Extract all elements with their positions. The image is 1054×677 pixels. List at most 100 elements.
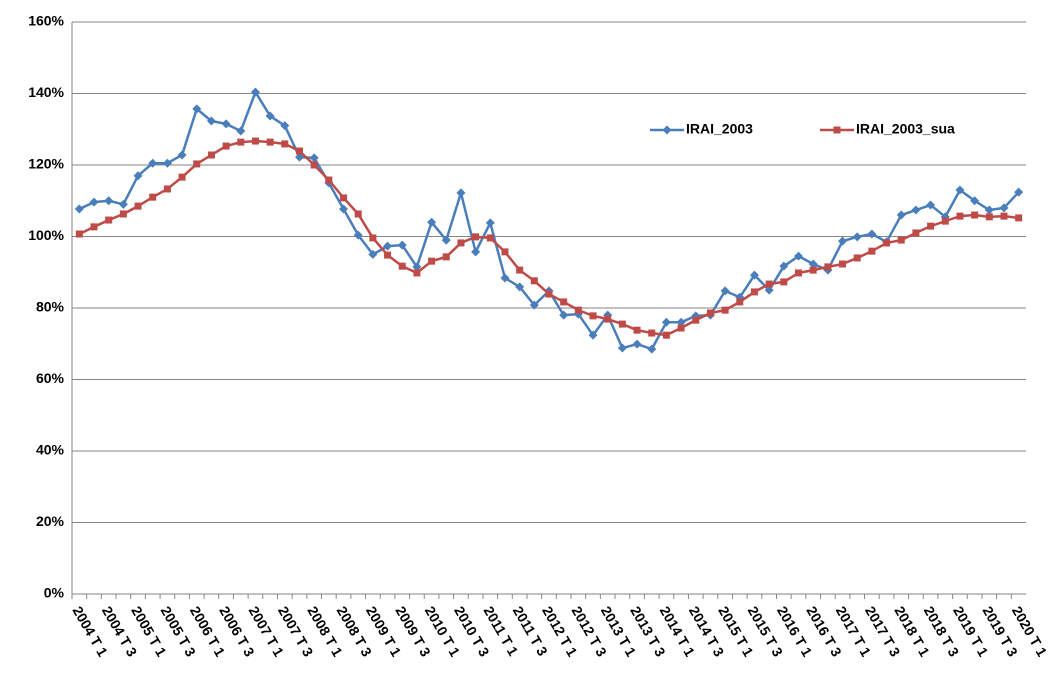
- y-tick-label: 80%: [36, 299, 65, 315]
- data-point: [1015, 214, 1023, 222]
- y-tick-label: 60%: [36, 370, 65, 386]
- data-point: [149, 193, 157, 201]
- y-tick-label: 0%: [44, 585, 65, 601]
- data-point: [529, 300, 539, 310]
- data-point: [295, 147, 303, 155]
- data-point: [398, 262, 406, 270]
- data-point: [588, 330, 598, 340]
- data-point: [119, 210, 127, 218]
- data-point: [926, 200, 936, 210]
- y-tick-label: 140%: [28, 84, 64, 100]
- data-point: [853, 254, 861, 262]
- data-point: [794, 251, 804, 261]
- data-point: [824, 263, 832, 271]
- data-point: [515, 282, 525, 292]
- data-point: [883, 239, 891, 247]
- legend-label: IRAI_2003: [686, 121, 753, 137]
- data-point: [266, 138, 274, 146]
- data-point: [780, 278, 788, 286]
- data-point: [206, 116, 216, 126]
- data-point: [471, 247, 481, 257]
- data-point: [720, 286, 730, 296]
- data-point: [310, 161, 318, 169]
- legend-marker: [833, 126, 841, 134]
- data-point: [501, 248, 509, 256]
- data-point: [427, 217, 437, 227]
- data-point: [162, 158, 172, 168]
- data-point: [222, 142, 230, 150]
- data-point: [839, 260, 847, 268]
- data-point: [207, 151, 215, 159]
- data-point: [927, 222, 935, 230]
- y-tick-label: 120%: [28, 156, 64, 172]
- data-point: [984, 205, 994, 215]
- data-point: [956, 212, 964, 220]
- data-point: [221, 119, 231, 129]
- data-point: [706, 309, 714, 317]
- data-point: [369, 234, 377, 242]
- data-point: [779, 261, 789, 271]
- data-point: [485, 218, 495, 228]
- data-point: [236, 126, 246, 136]
- data-point: [633, 326, 641, 334]
- data-point: [749, 270, 759, 280]
- data-point: [721, 306, 729, 314]
- data-point: [104, 196, 114, 206]
- data-point: [90, 223, 98, 231]
- data-point: [442, 253, 450, 261]
- data-point: [999, 203, 1009, 213]
- data-point: [428, 257, 436, 265]
- data-point: [896, 210, 906, 220]
- data-point: [530, 277, 538, 285]
- data-point: [955, 185, 965, 195]
- data-point: [163, 185, 171, 193]
- data-point: [192, 104, 202, 114]
- y-tick-label: 40%: [36, 442, 65, 458]
- data-point: [1000, 212, 1008, 220]
- data-point: [560, 298, 568, 306]
- data-point: [662, 331, 670, 339]
- data-point: [134, 202, 142, 210]
- data-point: [941, 217, 949, 225]
- data-point: [486, 234, 494, 242]
- data-point: [148, 158, 158, 168]
- data-point: [339, 204, 349, 214]
- data-point: [589, 312, 597, 320]
- data-point: [574, 306, 582, 314]
- data-point: [764, 285, 774, 295]
- data-point: [413, 269, 421, 277]
- data-point: [250, 87, 260, 97]
- data-point: [193, 160, 201, 168]
- data-point: [354, 210, 362, 218]
- data-point: [281, 140, 289, 148]
- y-tick-label: 20%: [36, 513, 65, 529]
- data-point: [750, 288, 758, 296]
- data-point: [441, 235, 451, 245]
- data-point: [412, 262, 422, 272]
- data-point: [647, 344, 657, 354]
- data-point: [456, 188, 466, 198]
- data-point: [838, 236, 848, 246]
- data-point: [340, 194, 348, 202]
- data-point: [677, 324, 685, 332]
- data-point: [632, 339, 642, 349]
- data-point: [559, 310, 569, 320]
- legend-label: IRAI_2003_sua: [856, 121, 955, 137]
- data-point: [397, 240, 407, 250]
- data-point: [617, 343, 627, 353]
- data-point: [618, 320, 626, 328]
- y-tick-label: 100%: [28, 227, 64, 243]
- data-point: [89, 197, 99, 207]
- data-point: [970, 196, 980, 206]
- data-point: [265, 111, 275, 121]
- data-point: [912, 229, 920, 237]
- data-point: [178, 173, 186, 181]
- data-point: [692, 316, 700, 324]
- data-point: [897, 236, 905, 244]
- data-point: [353, 230, 363, 240]
- data-point: [133, 171, 143, 181]
- data-point: [325, 176, 333, 184]
- data-point: [309, 153, 319, 163]
- legend-marker: [662, 125, 672, 135]
